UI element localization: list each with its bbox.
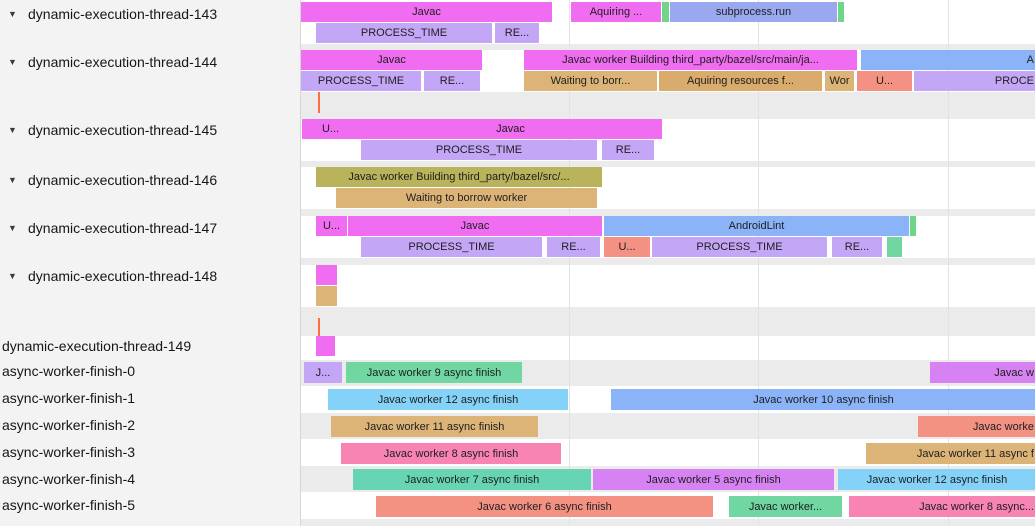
trace-slice[interactable]: Waiting to borr... [524, 71, 657, 91]
trace-slice[interactable]: U... [604, 237, 650, 257]
trace-slice[interactable]: Waiting to borrow worker [336, 188, 597, 208]
track-label-row[interactable]: ▼ dynamic-execution-thread-146 [0, 170, 300, 190]
track-name-panel: ▼ dynamic-execution-thread-143 ▼ dynamic-ex… [0, 0, 301, 526]
trace-slice[interactable]: Javac worker 12 async finish [838, 469, 1035, 490]
trace-slice[interactable] [838, 2, 844, 22]
track-name: async-worker-finish-2 [2, 417, 136, 433]
track-label-row[interactable]: ▼ dynamic-execution-thread-148 [0, 266, 300, 286]
trace-slice[interactable] [910, 216, 916, 236]
trace-slice[interactable]: RE... [495, 23, 539, 43]
trace-slice[interactable]: RE... [424, 71, 480, 91]
trace-slice[interactable]: U... [302, 119, 359, 139]
trace-slice[interactable]: RE... [602, 140, 654, 160]
track-label-row[interactable]: ▼ dynamic-execution-thread-144 [0, 52, 300, 72]
track-name: async-worker-finish-3 [2, 444, 136, 460]
trace-slice[interactable]: Javac worker 7 async finish [353, 469, 591, 490]
trace-slice[interactable]: RE... [832, 237, 882, 257]
trace-slice[interactable]: RE... [547, 237, 600, 257]
trace-slice[interactable]: J... [304, 362, 342, 383]
trace-slice[interactable]: Javac worker 5 async finish [593, 469, 834, 490]
trace-slice[interactable]: U... [857, 71, 912, 91]
trace-slice[interactable]: Javac worker 8 async finish [341, 443, 561, 464]
trace-slice[interactable]: PROCESS_TIME [316, 23, 492, 43]
trace-slice[interactable]: Javac worker Building third_party/bazel/… [524, 50, 857, 70]
row-stripe [301, 92, 1035, 119]
trace-slice[interactable]: PROCESS_TIME [652, 237, 827, 257]
track-label-row[interactable]: async-worker-finish-1 [0, 388, 300, 408]
row-stripe [301, 161, 1035, 167]
trace-slice[interactable]: Javac [348, 216, 602, 236]
row-stripe [301, 519, 1035, 526]
trace-slice[interactable]: Javac [359, 119, 662, 139]
trace-slice[interactable]: Wor [825, 71, 854, 91]
trace-slice[interactable]: Javac worker 6 async finish [376, 496, 713, 517]
track-label-row[interactable]: async-worker-finish-4 [0, 469, 300, 489]
trace-slice[interactable] [662, 2, 669, 22]
track-label-row[interactable]: async-worker-finish-0 [0, 361, 300, 381]
trace-slice[interactable]: Javac worker... [729, 496, 842, 517]
time-gridline [948, 0, 949, 526]
trace-slice[interactable]: A [861, 50, 1035, 70]
marker-line [318, 318, 320, 345]
track-name: dynamic-execution-thread-148 [28, 268, 218, 284]
trace-slice[interactable]: PROCESS_TIME [361, 140, 597, 160]
time-gridline [569, 0, 570, 526]
timeline-canvas[interactable]: Javac Aquiring ... subprocess.run PROCESS_T… [301, 0, 1035, 526]
trace-slice[interactable]: subprocess.run [670, 2, 837, 22]
track-name: dynamic-execution-thread-147 [28, 220, 218, 236]
trace-slice[interactable] [316, 336, 335, 356]
trace-slice[interactable]: Javac worker 10 async finish [611, 389, 1035, 410]
row-stripe [301, 44, 1035, 50]
track-label-row[interactable]: ▼ dynamic-execution-thread-145 [0, 120, 300, 140]
trace-slice[interactable]: U... [316, 216, 347, 236]
trace-slice[interactable]: AndroidLint [604, 216, 909, 236]
trace-slice[interactable]: Javac worker 8 async... [849, 496, 1035, 517]
trace-slice[interactable] [316, 265, 337, 285]
track-name: dynamic-execution-thread-144 [28, 54, 218, 70]
track-label-row[interactable]: async-worker-finish-5 [0, 495, 300, 515]
track-label-row[interactable]: async-worker-finish-2 [0, 415, 300, 435]
trace-slice[interactable]: Aquiring ... [571, 2, 661, 22]
trace-slice[interactable]: PROCESS_TIME [301, 71, 421, 91]
expander-icon[interactable]: ▼ [8, 175, 17, 185]
expander-icon[interactable]: ▼ [8, 125, 17, 135]
row-stripe [301, 209, 1035, 216]
trace-slice[interactable]: Javac worker 11 async finish [331, 416, 538, 437]
trace-slice[interactable] [316, 286, 337, 306]
trace-slice[interactable]: PROCE [914, 71, 1035, 91]
track-name: async-worker-finish-1 [2, 390, 136, 406]
track-label-row[interactable]: ▼ dynamic-execution-thread-147 [0, 218, 300, 238]
expander-icon[interactable]: ▼ [8, 9, 17, 19]
trace-slice[interactable]: Aquiring resources f... [659, 71, 822, 91]
expander-icon[interactable]: ▼ [8, 57, 17, 67]
track-name: dynamic-execution-thread-143 [28, 6, 218, 22]
trace-slice[interactable]: Javac worker Building third_party/bazel/… [316, 167, 602, 187]
trace-slice[interactable]: PROCESS_TIME [361, 237, 542, 257]
track-name: async-worker-finish-4 [2, 471, 136, 487]
track-name: dynamic-execution-thread-145 [28, 122, 218, 138]
track-label-row[interactable]: dynamic-execution-thread-149 [0, 336, 300, 356]
trace-slice[interactable]: Javac w [930, 362, 1035, 383]
track-name: async-worker-finish-0 [2, 363, 136, 379]
expander-icon[interactable]: ▼ [8, 271, 17, 281]
row-stripe [301, 307, 1035, 336]
trace-slice[interactable]: Javac worker 9 async finish [346, 362, 522, 383]
trace-slice[interactable] [887, 237, 902, 257]
expander-icon[interactable]: ▼ [8, 223, 17, 233]
track-name: dynamic-execution-thread-149 [2, 338, 192, 354]
marker-line [318, 92, 320, 113]
time-gridline [758, 0, 759, 526]
trace-slice[interactable]: Javac worker 11 async f [866, 443, 1035, 464]
row-stripe [301, 258, 1035, 265]
trace-slice[interactable]: Javac worker 12 async finish [328, 389, 568, 410]
trace-slice[interactable]: Javac [301, 50, 482, 70]
track-name: dynamic-execution-thread-146 [28, 172, 218, 188]
track-name: async-worker-finish-5 [2, 497, 136, 513]
trace-slice[interactable]: Javac worke [918, 416, 1035, 437]
track-label-row[interactable]: async-worker-finish-3 [0, 442, 300, 462]
track-label-row[interactable]: ▼ dynamic-execution-thread-143 [0, 4, 300, 24]
trace-slice[interactable]: Javac [301, 2, 552, 22]
